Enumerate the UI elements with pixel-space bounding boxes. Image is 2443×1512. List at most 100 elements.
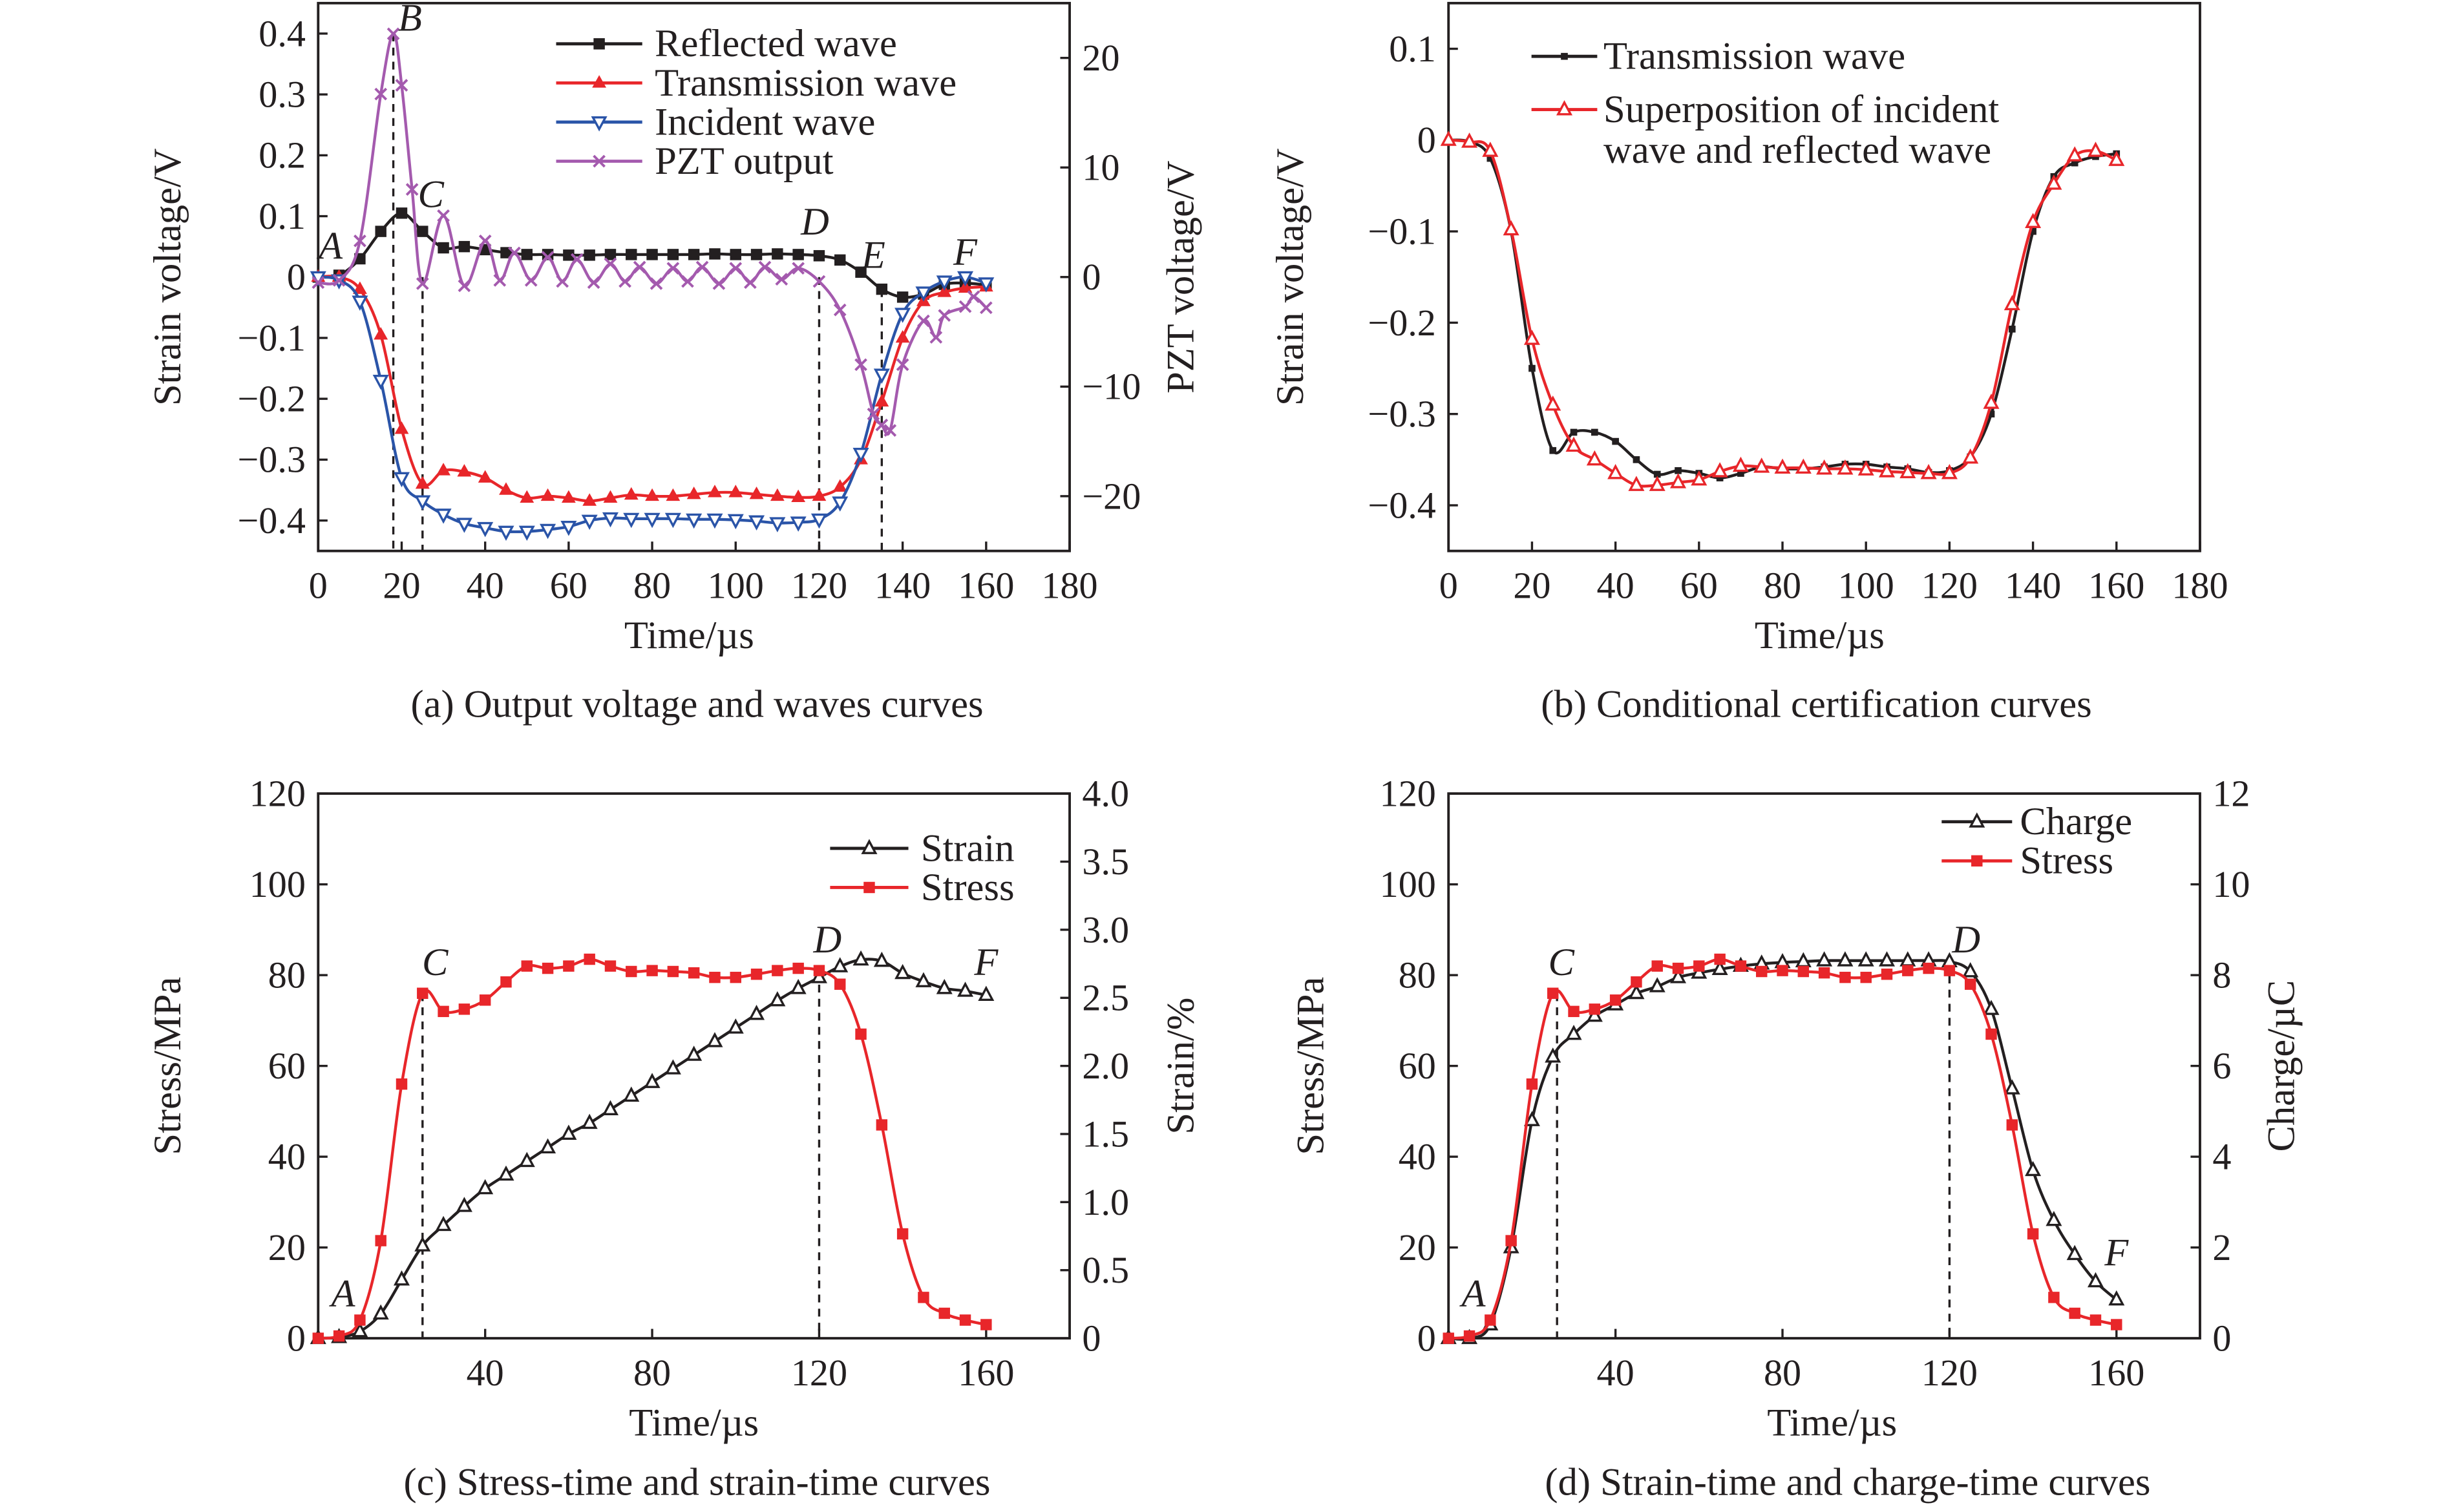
y-tick-label: 40: [268, 1136, 306, 1178]
data-point: [918, 1292, 929, 1303]
x-tick-label: 120: [1921, 1352, 1978, 1394]
data-point: [1797, 965, 1810, 978]
y2-tick-label: 0: [1082, 1317, 1101, 1359]
data-point: [518, 525, 535, 541]
legend-marker: [593, 154, 606, 168]
data-point: [2108, 1290, 2125, 1306]
data-point: [1983, 1000, 2000, 1015]
point-label: D: [800, 200, 829, 244]
data-point: [749, 486, 764, 499]
x-tick-label: 80: [633, 1352, 671, 1394]
data-point: [354, 1314, 366, 1326]
data-point: [375, 1235, 386, 1246]
data-point: [1693, 960, 1705, 972]
data-point: [1653, 470, 1661, 478]
data-point: [498, 1165, 514, 1181]
data-point: [712, 277, 726, 290]
data-point: [772, 248, 783, 260]
data-point: [1881, 969, 1893, 980]
y2-tick-label: 10: [1082, 147, 1119, 189]
data-point: [604, 960, 617, 972]
data-point: [2006, 1119, 2018, 1131]
data-point: [957, 271, 974, 287]
data-point: [772, 965, 783, 976]
data-point: [769, 517, 786, 532]
data-point: [876, 1119, 888, 1131]
y-tick-label: 0.4: [259, 12, 306, 54]
data-point: [727, 514, 744, 530]
x-tick-label: 120: [791, 1352, 847, 1394]
data-point: [896, 358, 909, 372]
legend-label: PZT output: [655, 140, 834, 183]
series-superposition-of-incident-wave-and-reflected-wave: [1440, 131, 2125, 491]
data-point: [540, 523, 556, 540]
chart-panel-c: 40 80 120 160 0 20 40 60 80 100 120 0 0.5 1.0 1.5 2.0 2.…: [146, 773, 1202, 1504]
data-point: [1902, 965, 1914, 976]
y-tick-label: 80: [268, 954, 306, 996]
chart-panel-a: 0 20 40 60 80 100 120 140 160 180−0.4−0.3−0.2−0.1…: [146, 0, 1202, 726]
data-point: [896, 1228, 909, 1240]
point-label: C: [1548, 941, 1574, 984]
x-tick-label: 60: [1680, 564, 1718, 606]
legend-entry: Transmission wave: [556, 61, 957, 105]
data-point: [1899, 463, 1916, 479]
data-point: [750, 969, 763, 980]
legend-entry: Strain: [830, 826, 1015, 870]
legend-label: Strain: [921, 826, 1015, 870]
data-point: [1985, 1028, 1997, 1040]
data-point: [917, 314, 930, 328]
data-point: [1649, 476, 1666, 491]
data-point: [2089, 1314, 2102, 1326]
data-point: [1570, 428, 1578, 436]
y-axis-label: Strain voltage/V: [1269, 148, 1312, 406]
data-point: [1545, 395, 1561, 411]
data-point: [686, 513, 703, 529]
data-point: [686, 486, 701, 499]
data-point: [1878, 462, 1896, 478]
data-point: [667, 249, 679, 260]
data-point: [1774, 458, 1791, 474]
data-point: [438, 1005, 449, 1018]
data-point: [852, 447, 869, 463]
data-point: [646, 249, 658, 260]
data-point: [435, 1215, 452, 1232]
y-tick-label: 100: [249, 863, 306, 905]
data-point: [792, 249, 804, 260]
x-tick-label: 40: [1597, 564, 1634, 606]
y2-axis-label: PZT voltage/V: [1159, 160, 1202, 394]
data-point: [1920, 464, 1937, 479]
data-point: [1612, 437, 1619, 445]
y-tick-label: −0.4: [1368, 484, 1435, 526]
data-point: [2046, 174, 2062, 190]
data-point: [560, 521, 577, 536]
data-point: [812, 275, 826, 288]
data-point: [936, 978, 953, 994]
data-point: [1607, 464, 1624, 479]
chart-panel-b: 0 20 40 60 80 100 120 140 160 180 −0.4 −0.3 −0.2 −0.1…: [1269, 1, 2228, 726]
data-point: [540, 488, 555, 501]
data-point: [352, 295, 368, 311]
y2-tick-label: 3.5: [1082, 841, 1129, 883]
y2-tick-label: 20: [1082, 37, 1119, 79]
data-point: [520, 490, 534, 503]
data-point: [435, 509, 452, 524]
data-point: [414, 495, 431, 510]
legend-label: Charge: [2020, 800, 2132, 843]
data-point: [415, 476, 430, 489]
data-point: [556, 275, 569, 288]
data-point: [730, 249, 741, 260]
x-tick-label: 80: [1764, 564, 1801, 606]
y-tick-label: −0.1: [1368, 210, 1435, 252]
data-point: [758, 260, 772, 274]
data-point: [581, 1113, 598, 1129]
x-tick-label: 140: [874, 564, 931, 606]
y2-axis-label: Strain/%: [1159, 998, 1202, 1135]
x-tick-label: 40: [467, 1352, 504, 1394]
data-point: [1670, 473, 1687, 488]
data-point: [1482, 142, 1499, 157]
x-tick-label: 40: [1597, 1352, 1634, 1394]
y-tick-label: 60: [1399, 1045, 1436, 1087]
y2-tick-label: 2.5: [1082, 977, 1129, 1019]
data-point: [374, 327, 388, 340]
